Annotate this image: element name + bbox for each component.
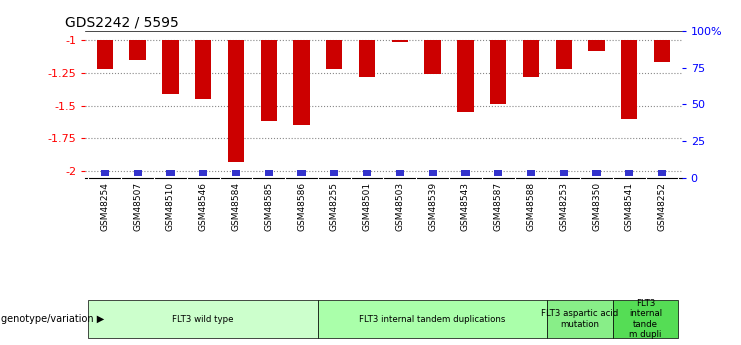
Bar — [232, 170, 240, 176]
Bar — [588, 40, 605, 51]
Text: GSM48584: GSM48584 — [231, 182, 241, 231]
Bar — [326, 40, 342, 69]
Bar — [133, 170, 142, 176]
Bar — [101, 170, 109, 176]
Bar — [293, 40, 310, 125]
Bar — [613, 300, 679, 338]
Bar — [96, 40, 113, 69]
Bar — [130, 40, 146, 60]
Bar — [658, 170, 666, 176]
Bar — [625, 170, 634, 176]
Text: GSM48252: GSM48252 — [657, 182, 667, 231]
Text: GSM48254: GSM48254 — [100, 182, 110, 231]
Text: GDS2242 / 5595: GDS2242 / 5595 — [65, 15, 179, 29]
Bar — [195, 40, 211, 99]
Bar — [162, 40, 179, 94]
Bar — [522, 40, 539, 77]
Text: GSM48587: GSM48587 — [494, 182, 502, 231]
Bar — [457, 40, 473, 112]
Text: GSM48539: GSM48539 — [428, 182, 437, 231]
Text: GSM48543: GSM48543 — [461, 182, 470, 231]
Bar — [227, 40, 245, 162]
Bar — [392, 40, 408, 41]
Text: GSM48510: GSM48510 — [166, 182, 175, 231]
Text: GSM48255: GSM48255 — [330, 182, 339, 231]
Bar — [592, 170, 601, 176]
Bar — [559, 170, 568, 176]
Bar — [527, 170, 535, 176]
Bar — [428, 170, 436, 176]
Bar — [621, 40, 637, 119]
Bar — [462, 170, 470, 176]
Text: FLT3
internal
tande
m dupli: FLT3 internal tande m dupli — [629, 299, 662, 339]
Bar — [261, 40, 277, 121]
Bar — [318, 300, 548, 338]
Bar — [199, 170, 207, 176]
Text: GSM48253: GSM48253 — [559, 182, 568, 231]
Bar — [166, 170, 175, 176]
Text: GSM48507: GSM48507 — [133, 182, 142, 231]
Text: genotype/variation ▶: genotype/variation ▶ — [1, 314, 104, 324]
Text: GSM48588: GSM48588 — [526, 182, 536, 231]
Bar — [297, 170, 305, 176]
Bar — [330, 170, 339, 176]
Bar — [490, 40, 506, 104]
Bar — [654, 40, 671, 62]
Text: GSM48541: GSM48541 — [625, 182, 634, 231]
Text: GSM48585: GSM48585 — [265, 182, 273, 231]
Text: FLT3 aspartic acid
mutation: FLT3 aspartic acid mutation — [542, 309, 619, 329]
Bar — [494, 170, 502, 176]
Bar — [396, 170, 404, 176]
Text: FLT3 wild type: FLT3 wild type — [173, 315, 234, 324]
Bar — [265, 170, 273, 176]
Bar — [359, 40, 375, 77]
Text: GSM48350: GSM48350 — [592, 182, 601, 231]
Bar — [88, 300, 318, 338]
Bar — [556, 40, 572, 69]
Bar — [548, 300, 613, 338]
Text: GSM48503: GSM48503 — [396, 182, 405, 231]
Text: GSM48586: GSM48586 — [297, 182, 306, 231]
Bar — [425, 40, 441, 74]
Text: GSM48501: GSM48501 — [362, 182, 371, 231]
Text: FLT3 internal tandem duplications: FLT3 internal tandem duplications — [359, 315, 506, 324]
Text: GSM48546: GSM48546 — [199, 182, 207, 231]
Bar — [363, 170, 371, 176]
